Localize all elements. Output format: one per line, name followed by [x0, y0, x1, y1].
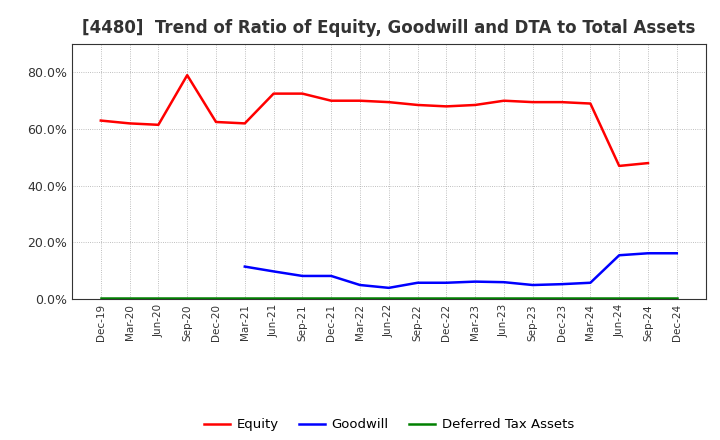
Goodwill [327, 273, 336, 279]
Equity [327, 98, 336, 103]
Deferred Tax Assets [471, 295, 480, 301]
Goodwill [644, 251, 652, 256]
Goodwill [528, 282, 537, 288]
Deferred Tax Assets [327, 295, 336, 301]
Equity [615, 163, 624, 169]
Goodwill [298, 273, 307, 279]
Deferred Tax Assets [586, 295, 595, 301]
Deferred Tax Assets [96, 295, 105, 301]
Deferred Tax Assets [384, 295, 393, 301]
Goodwill [269, 269, 278, 274]
Deferred Tax Assets [183, 295, 192, 301]
Equity [356, 98, 364, 103]
Deferred Tax Assets [644, 295, 652, 301]
Deferred Tax Assets [500, 295, 508, 301]
Equity [557, 99, 566, 105]
Goodwill [384, 285, 393, 290]
Line: Equity: Equity [101, 75, 648, 166]
Goodwill [586, 280, 595, 286]
Equity [528, 99, 537, 105]
Goodwill [240, 264, 249, 269]
Equity [586, 101, 595, 106]
Equity [183, 73, 192, 78]
Deferred Tax Assets [356, 295, 364, 301]
Title: [4480]  Trend of Ratio of Equity, Goodwill and DTA to Total Assets: [4480] Trend of Ratio of Equity, Goodwil… [82, 19, 696, 37]
Equity [269, 91, 278, 96]
Equity [500, 98, 508, 103]
Deferred Tax Assets [154, 295, 163, 301]
Deferred Tax Assets [615, 295, 624, 301]
Goodwill [413, 280, 422, 286]
Deferred Tax Assets [125, 295, 134, 301]
Goodwill [672, 251, 681, 256]
Goodwill [557, 282, 566, 287]
Goodwill [615, 253, 624, 258]
Deferred Tax Assets [240, 295, 249, 301]
Goodwill [356, 282, 364, 288]
Deferred Tax Assets [672, 295, 681, 301]
Deferred Tax Assets [557, 295, 566, 301]
Equity [384, 99, 393, 105]
Equity [471, 103, 480, 108]
Deferred Tax Assets [528, 295, 537, 301]
Deferred Tax Assets [442, 295, 451, 301]
Deferred Tax Assets [212, 295, 220, 301]
Equity [442, 104, 451, 109]
Legend: Equity, Goodwill, Deferred Tax Assets: Equity, Goodwill, Deferred Tax Assets [199, 413, 579, 436]
Equity [125, 121, 134, 126]
Equity [240, 121, 249, 126]
Line: Goodwill: Goodwill [245, 253, 677, 288]
Goodwill [442, 280, 451, 286]
Deferred Tax Assets [298, 295, 307, 301]
Equity [96, 118, 105, 123]
Equity [298, 91, 307, 96]
Goodwill [500, 279, 508, 285]
Equity [644, 161, 652, 166]
Goodwill [471, 279, 480, 284]
Deferred Tax Assets [413, 295, 422, 301]
Deferred Tax Assets [269, 295, 278, 301]
Equity [212, 119, 220, 125]
Equity [413, 103, 422, 108]
Equity [154, 122, 163, 128]
